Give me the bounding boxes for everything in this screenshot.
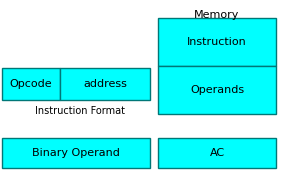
Text: Opcode: Opcode	[10, 79, 52, 89]
Bar	[2, 68, 60, 100]
Text: AC: AC	[210, 148, 224, 158]
Bar	[2, 138, 150, 168]
Bar	[158, 18, 276, 66]
Text: Memory: Memory	[194, 10, 240, 20]
Text: Operands: Operands	[190, 85, 244, 95]
Text: address: address	[83, 79, 127, 89]
Bar	[158, 66, 276, 114]
Bar	[60, 68, 150, 100]
Text: Binary Operand: Binary Operand	[32, 148, 120, 158]
Text: Instruction Format: Instruction Format	[35, 106, 125, 116]
Bar	[158, 138, 276, 168]
Text: Instruction: Instruction	[187, 37, 247, 47]
